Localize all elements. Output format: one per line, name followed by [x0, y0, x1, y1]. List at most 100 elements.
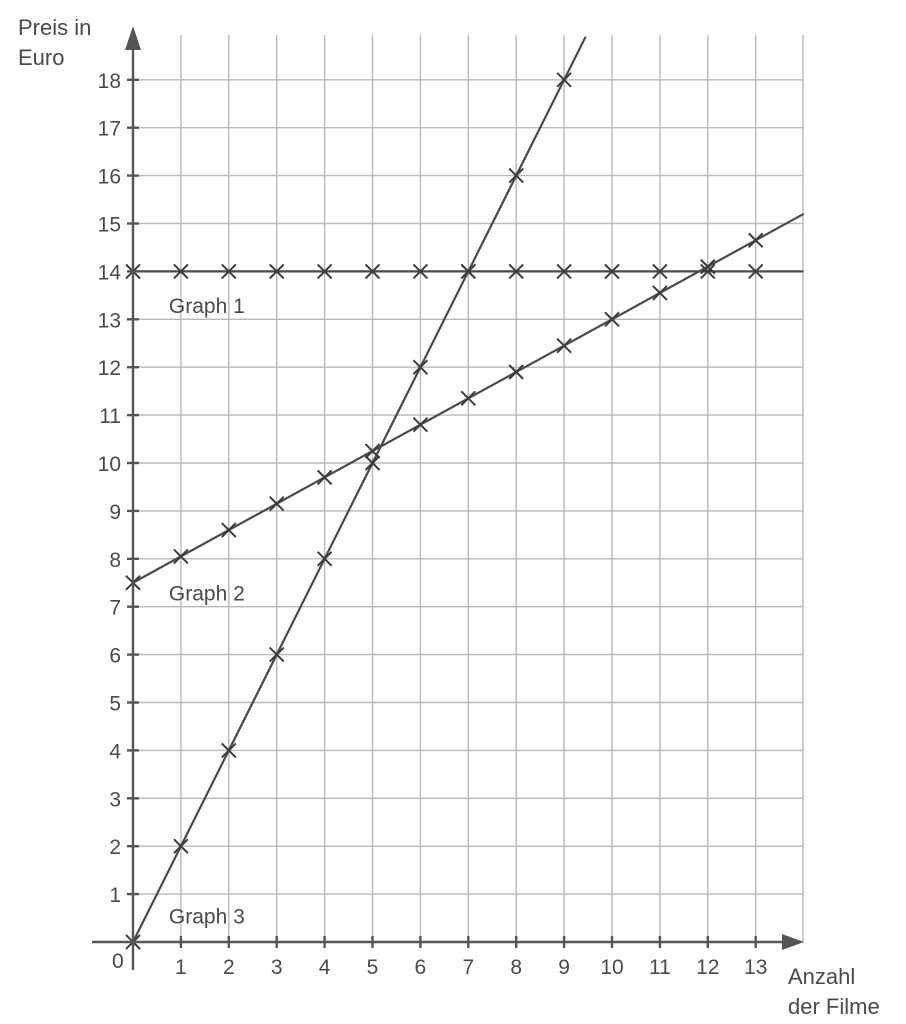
graph-2-point-5-stroke-b: [364, 443, 381, 459]
graph-2-point-3-stroke-b: [268, 496, 285, 512]
graph-2-point-3: [268, 496, 285, 512]
graph-1-point-1-stroke-b: [173, 263, 189, 280]
x-tick-label-8: 8: [510, 956, 522, 979]
graph-3-point-5-stroke-b: [364, 455, 381, 471]
x-tick-label-6: 6: [415, 956, 427, 979]
y-tick-label-14: 14: [98, 261, 122, 284]
graph-1-point-13: [747, 263, 764, 280]
graph-3-point-8: [508, 167, 524, 184]
graph-2-point-13: [747, 232, 764, 248]
y-axis-arrow-icon: [125, 26, 141, 50]
graph-3-point-2-stroke-b: [221, 742, 237, 759]
origin-label: 0: [112, 950, 124, 973]
x-tick-label-13: 13: [744, 956, 767, 979]
graph-1-point-3: [268, 263, 285, 280]
graph-2-point-6: [412, 416, 429, 433]
graph-1-point-11: [652, 263, 668, 280]
graph-3-point-1: [173, 838, 189, 854]
graph-2-point-8-stroke-b: [508, 364, 524, 380]
axes: [92, 26, 804, 970]
graph-1-point-2-stroke-b: [221, 263, 237, 280]
graph-3-point-7: [460, 263, 477, 280]
graph-label-1: Graph 1: [169, 295, 245, 318]
graph-1-point-5: [364, 263, 381, 280]
graph-2-point-8: [508, 364, 524, 380]
graph-2-point-7-stroke-b: [460, 390, 477, 407]
x-tick-label-5: 5: [367, 956, 379, 979]
graph-1-point-10: [604, 263, 620, 280]
x-tick-label-10: 10: [600, 956, 623, 979]
graph-1-point-8-stroke-b: [508, 263, 524, 280]
y-tick-label-12: 12: [98, 357, 121, 380]
y-tick-label-9: 9: [109, 501, 121, 524]
graph-1-point-4: [316, 263, 333, 280]
graph-1-point-13-stroke-b: [747, 263, 764, 280]
x-tick-label-12: 12: [696, 956, 719, 979]
graph-1-point-1: [173, 263, 189, 280]
y-tick-label-16: 16: [98, 166, 121, 189]
graph-1-point-12: [700, 263, 716, 280]
graph-3-point-3-stroke-b: [268, 646, 285, 663]
graph-3-point-9-stroke-b: [556, 72, 572, 88]
graph-3-point-6-stroke-b: [412, 359, 429, 375]
graph-3-point-8-stroke-b: [508, 167, 524, 184]
grid: [133, 35, 804, 942]
x-tick-label-2: 2: [223, 956, 235, 979]
graph-2-point-12: [700, 258, 716, 275]
y-tick-label-2: 2: [109, 836, 121, 859]
y-axis-title-line2: Euro: [18, 45, 64, 70]
y-tick-label-10: 10: [98, 453, 121, 476]
x-axis-title-line2: der Filme: [788, 994, 880, 1019]
graph-1-point-11-stroke-b: [652, 263, 668, 280]
graph-3-line: [132, 36, 587, 943]
y-tick-label-18: 18: [98, 70, 121, 93]
graph-2-point-11-stroke-b: [652, 285, 668, 301]
x-tick-label-7: 7: [462, 956, 474, 979]
graph-2-point-12-stroke-b: [700, 258, 716, 275]
y-tick-label-8: 8: [109, 549, 121, 572]
graph-3-point-2: [221, 742, 237, 759]
graph-3-point-4-stroke-b: [316, 551, 333, 567]
graph-1-point-4-stroke-b: [316, 263, 333, 280]
graph-3-point-5: [364, 455, 381, 471]
y-tick-label-6: 6: [109, 645, 121, 668]
graph-2-point-4: [316, 469, 333, 486]
graph-2-point-1-stroke-b: [173, 548, 189, 565]
y-tick-label-1: 1: [109, 884, 121, 907]
graph-2-point-5: [364, 443, 381, 459]
graph-1-point-6-stroke-b: [412, 263, 429, 280]
graph-1-point-5-stroke-b: [364, 263, 381, 280]
y-tick-label-17: 17: [98, 118, 121, 141]
graph-2-point-1: [173, 548, 189, 565]
x-tick-label-11: 11: [649, 956, 671, 979]
y-tick-label-11: 11: [99, 405, 121, 428]
graph-labels: Graph 1 Graph 2 Graph 3: [169, 295, 245, 929]
markers-group: [125, 72, 764, 950]
x-tick-label-9: 9: [558, 956, 570, 979]
graph-3-point-3: [268, 646, 285, 663]
y-axis-title-line1: Preis in: [18, 15, 91, 40]
y-tick-label-4: 4: [109, 740, 121, 763]
x-tick-label-4: 4: [319, 956, 331, 979]
x-axis-arrow-icon: [782, 934, 804, 950]
y-tick-label-3: 3: [109, 788, 121, 811]
graph-2-point-9-stroke-b: [556, 337, 572, 354]
graph-2-point-10: [604, 311, 620, 328]
graph-1-point-8: [508, 263, 524, 280]
graph-2-point-4-stroke-b: [316, 469, 333, 486]
tick-labels: 1 2 3 4 5 6 7 8 9 10 11 12 1312345678910111213141516…: [98, 70, 768, 979]
graph-2-point-9: [556, 337, 572, 354]
graph-2-point-2: [221, 522, 237, 538]
graph-label-3: Graph 3: [169, 906, 245, 929]
graph-2-point-10-stroke-b: [604, 311, 620, 328]
graph-1-point-12-stroke-b: [700, 263, 716, 280]
graph-label-2: Graph 2: [169, 582, 245, 605]
graph-3-point-4: [316, 551, 333, 567]
x-tick-label-3: 3: [271, 956, 283, 979]
graph-2-point-7: [460, 390, 477, 407]
graph-3-point-7-stroke-b: [460, 263, 477, 280]
graph-2-point-2-stroke-b: [221, 522, 237, 538]
graph-3-point-1-stroke-b: [173, 838, 189, 854]
graph-1-point-2: [221, 263, 237, 280]
